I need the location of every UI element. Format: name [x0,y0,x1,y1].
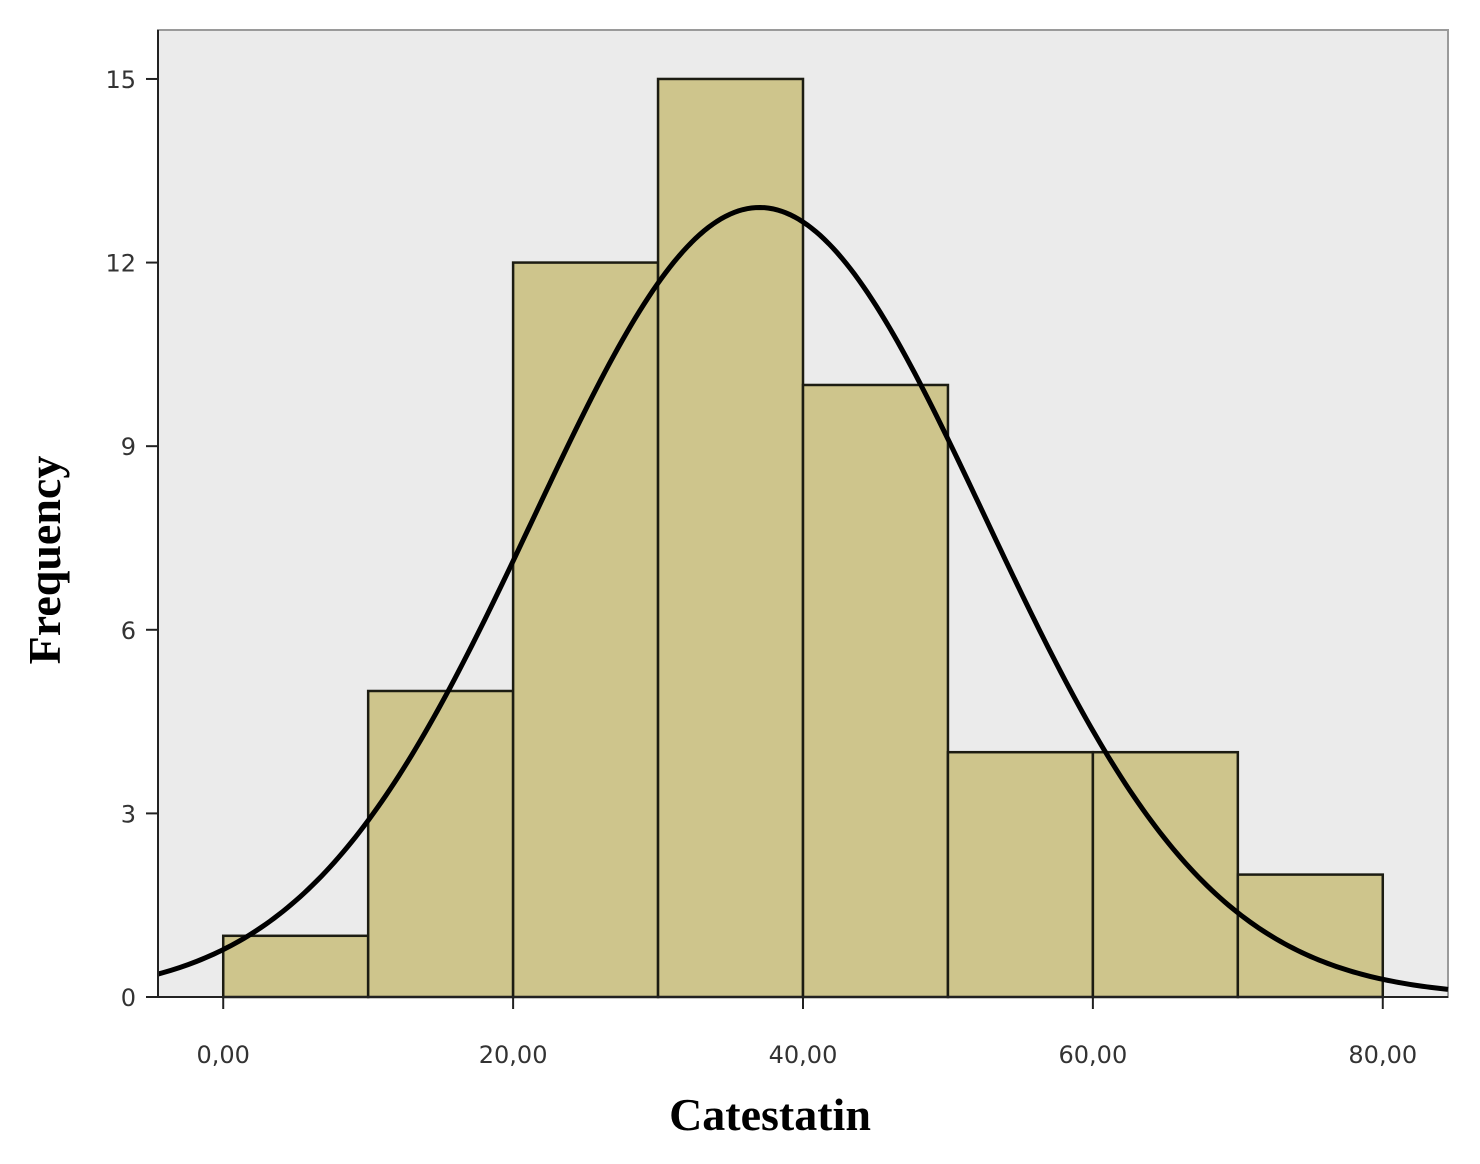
bars-group [221,77,1385,999]
normal-curve [157,204,1449,992]
x-tick-label-1: 20,00 [479,1041,548,1069]
y-tick-label-3: 9 [121,433,136,461]
histogram-bar-1 [366,689,515,999]
y-tick-label-2: 6 [121,617,136,645]
y-tick-label-5: 15 [105,66,136,94]
y-tick-label-1: 3 [121,800,136,828]
x-tick-label-3: 60,00 [1059,1041,1128,1069]
x-tick-label-0: 0,00 [197,1041,250,1069]
histogram-bar-4 [801,383,950,999]
x-tick-label-4: 80,00 [1348,1041,1417,1069]
histogram-bar-2 [511,261,660,999]
x-axis-title: Catestatin [669,1089,871,1140]
y-tick-label-4: 12 [105,250,136,278]
y-axis-ticks: 0 3 6 9 12 15 [105,66,158,1012]
x-axis-ticks: 0,00 20,00 40,00 60,00 80,00 [197,997,1417,1069]
y-tick-label-0: 0 [121,984,136,1012]
histogram-bar-7 [1236,873,1385,999]
histogram-bar-5 [946,750,1095,999]
histogram-bar-6 [1091,750,1240,999]
x-tick-label-2: 40,00 [769,1041,838,1069]
y-axis-title: Frequency [19,456,70,665]
histogram-bar-0 [221,934,370,999]
histogram-bar-3 [656,77,805,999]
